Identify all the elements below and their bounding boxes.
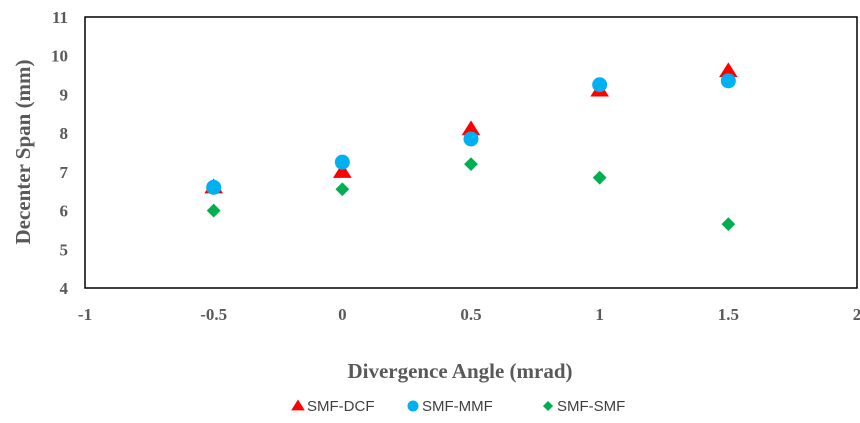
y-tick-label: 10: [51, 47, 68, 66]
y-axis-title: Decenter Span (mm): [11, 59, 35, 244]
data-point: [720, 73, 736, 89]
legend-marker: [542, 400, 554, 412]
legend-label: SMF-SMF: [557, 398, 625, 415]
legend-marker: [291, 399, 305, 411]
data-point: [592, 170, 607, 185]
y-tick-label: 5: [60, 240, 69, 259]
data-point: [206, 179, 222, 195]
legend-label: SMF-DCF: [307, 398, 375, 415]
legend-item: SMF-SMF: [542, 398, 625, 415]
data-point: [333, 163, 352, 178]
legend-marker: [407, 400, 419, 412]
data-point: [461, 120, 481, 136]
data-point: [206, 203, 221, 218]
x-tick-label: 2: [853, 305, 860, 324]
data-point: [592, 77, 608, 93]
data-point: [463, 131, 479, 147]
plot-axes: [84, 16, 858, 289]
x-tick-label: 1: [595, 305, 604, 324]
data-point: [721, 217, 736, 232]
y-tick-label: 7: [60, 163, 69, 182]
y-tick-label: 9: [60, 85, 69, 104]
data-point: [334, 154, 350, 170]
legend: SMF-DCF SMF-MMF SMF-SMF: [291, 398, 625, 415]
y-tick-label: 6: [60, 202, 69, 221]
y-tick-label: 11: [52, 8, 68, 27]
x-tick-label: 0.5: [460, 305, 481, 324]
x-tick-labels: -1 -0.5 0 0.5 1 1.5 2: [78, 305, 860, 324]
x-axis-title: Divergence Angle (mrad): [347, 359, 572, 383]
x-tick-label: 1.5: [718, 305, 739, 324]
y-tick-labels: 4 5 6 7 8 9 10 11: [51, 8, 69, 298]
series-smf-dcf: [204, 62, 738, 194]
series-smf-smf: [206, 157, 736, 232]
series-smf-mmf: [206, 73, 736, 195]
data-points: [204, 62, 738, 232]
x-tick-label: -1: [78, 305, 92, 324]
legend-item: SMF-DCF: [291, 398, 375, 415]
legend-label: SMF-MMF: [422, 398, 493, 415]
y-tick-label: 4: [60, 279, 69, 298]
legend-item: SMF-MMF: [407, 398, 493, 415]
data-point: [335, 182, 350, 197]
plot-area-border: [84, 16, 858, 289]
x-tick-label: -0.5: [200, 305, 227, 324]
data-point: [464, 157, 478, 172]
data-point: [719, 62, 738, 78]
y-tick-label: 8: [60, 124, 69, 143]
x-tick-label: 0: [338, 305, 347, 324]
